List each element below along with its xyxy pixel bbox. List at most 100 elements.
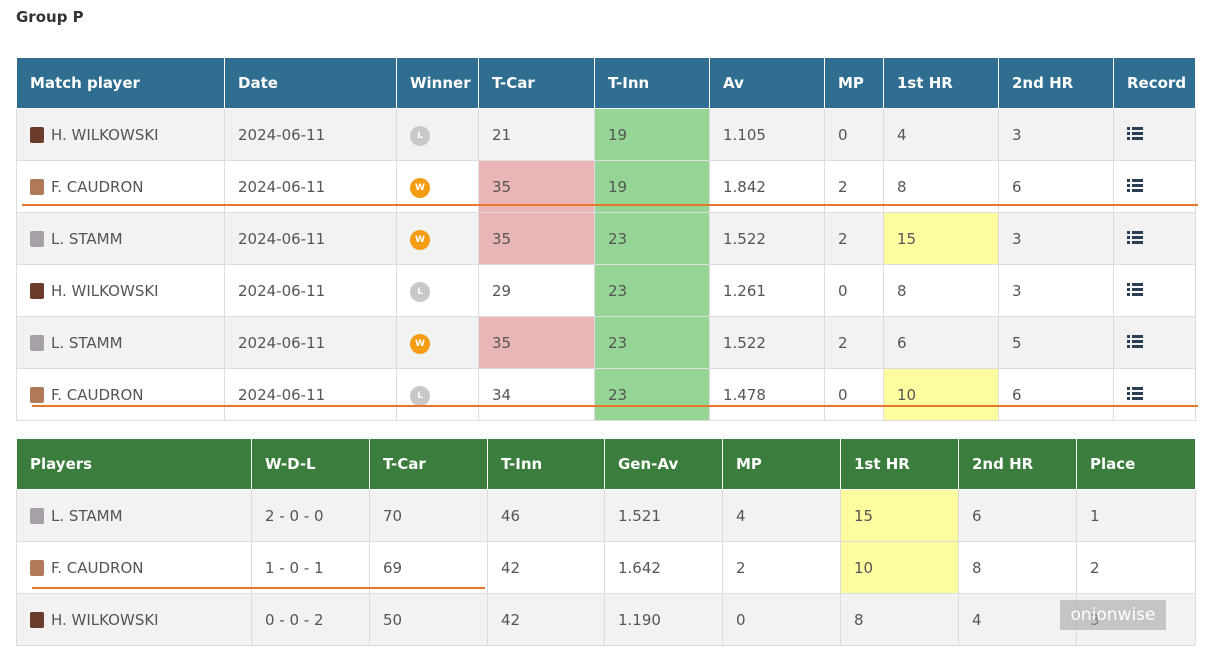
column-header: Av bbox=[709, 57, 825, 109]
winner-badge: L bbox=[410, 281, 430, 302]
cell: 50 bbox=[369, 593, 488, 646]
list-icon bbox=[1127, 386, 1143, 400]
cell: 5 bbox=[998, 316, 1114, 369]
cell: 2 bbox=[824, 316, 884, 369]
player-avatar bbox=[30, 611, 44, 628]
group-title: Group P bbox=[16, 8, 84, 26]
cell: 3 bbox=[998, 212, 1114, 265]
column-header: Players bbox=[16, 438, 252, 490]
player-name: L. STAMM bbox=[51, 333, 123, 352]
column-header: Winner bbox=[396, 57, 479, 109]
cell: 2 bbox=[1076, 541, 1196, 594]
cell: W bbox=[396, 212, 479, 265]
cell: 19 bbox=[594, 108, 710, 161]
list-icon bbox=[1127, 126, 1143, 140]
record-cell bbox=[1113, 108, 1196, 161]
cell: 1 - 0 - 1 bbox=[251, 541, 370, 594]
column-header: T-Car bbox=[369, 438, 488, 490]
cell: 42 bbox=[487, 541, 605, 594]
cell: 35 bbox=[478, 212, 595, 265]
cell: 35 bbox=[478, 316, 595, 369]
column-header: Place bbox=[1076, 438, 1196, 490]
record-button[interactable] bbox=[1127, 230, 1143, 248]
cell: 2024-06-11 bbox=[224, 212, 397, 265]
cell: 19 bbox=[594, 160, 710, 213]
cell: 6 bbox=[883, 316, 999, 369]
row: L. STAMM 2024-06-11 W 35 23 1.522 2 15 3 bbox=[16, 212, 1196, 265]
winner-badge: W bbox=[410, 333, 430, 354]
record-button[interactable] bbox=[1127, 178, 1143, 196]
cell: 15 bbox=[840, 489, 959, 542]
cell: 6 bbox=[958, 489, 1077, 542]
column-header: W-D-L bbox=[251, 438, 370, 490]
column-header: 1st HR bbox=[840, 438, 959, 490]
cell: W bbox=[396, 316, 479, 369]
column-header: 1st HR bbox=[883, 57, 999, 109]
cell: 23 bbox=[594, 212, 710, 265]
cell: 2 - 0 - 0 bbox=[251, 489, 370, 542]
annotation-line bbox=[22, 204, 1198, 206]
cell: 1 bbox=[1076, 489, 1196, 542]
cell: 42 bbox=[487, 593, 605, 646]
winner-badge: W bbox=[410, 177, 430, 198]
cell: 1.190 bbox=[604, 593, 723, 646]
annotation-line bbox=[32, 405, 1198, 407]
player-avatar bbox=[30, 282, 44, 299]
player-avatar bbox=[30, 178, 44, 195]
cell: 8 bbox=[958, 541, 1077, 594]
cell: 23 bbox=[594, 316, 710, 369]
cell: 69 bbox=[369, 541, 488, 594]
cell: F. CAUDRON bbox=[16, 368, 225, 421]
cell: 2024-06-11 bbox=[224, 108, 397, 161]
row: H. WILKOWSKI 2024-06-11 L 29 23 1.261 0 8 3 bbox=[16, 264, 1196, 317]
column-header: T-Inn bbox=[594, 57, 710, 109]
row: F. CAUDRON 2024-06-11 L 34 23 1.478 0 10 6 bbox=[16, 368, 1196, 421]
winner-badge: L bbox=[410, 385, 430, 406]
cell: 3 bbox=[998, 264, 1114, 317]
cell: 2024-06-11 bbox=[224, 368, 397, 421]
watermark: onionwise bbox=[1060, 600, 1166, 630]
record-button[interactable] bbox=[1127, 282, 1143, 300]
player-avatar bbox=[30, 230, 44, 247]
column-header: MP bbox=[824, 57, 884, 109]
winner-badge: W bbox=[410, 229, 430, 250]
cell: F. CAUDRON bbox=[16, 541, 252, 594]
standings-table: Players W-D-L T-Car T-Inn Gen-Av MP 1st HR 2nd … bbox=[16, 438, 1196, 646]
cell: 1.642 bbox=[604, 541, 723, 594]
cell: L bbox=[396, 368, 479, 421]
cell: 3 bbox=[998, 108, 1114, 161]
record-button[interactable] bbox=[1127, 126, 1143, 144]
cell: L. STAMM bbox=[16, 489, 252, 542]
record-cell bbox=[1113, 368, 1196, 421]
cell: 2 bbox=[824, 212, 884, 265]
player-name: H. WILKOWSKI bbox=[51, 125, 159, 144]
player-name: F. CAUDRON bbox=[51, 177, 144, 196]
cell: 23 bbox=[594, 264, 710, 317]
record-button[interactable] bbox=[1127, 334, 1143, 352]
cell: 1.522 bbox=[709, 316, 825, 369]
cell: 10 bbox=[883, 368, 999, 421]
cell: L. STAMM bbox=[16, 316, 225, 369]
record-button[interactable] bbox=[1127, 386, 1143, 404]
record-cell bbox=[1113, 316, 1196, 369]
list-icon bbox=[1127, 230, 1143, 244]
list-icon bbox=[1127, 334, 1143, 348]
cell: 10 bbox=[840, 541, 959, 594]
cell: 4 bbox=[883, 108, 999, 161]
cell: 6 bbox=[998, 368, 1114, 421]
cell: 0 bbox=[824, 108, 884, 161]
annotation-line bbox=[32, 587, 485, 589]
list-icon bbox=[1127, 282, 1143, 296]
row: L. STAMM 2024-06-11 W 35 23 1.522 2 6 5 bbox=[16, 316, 1196, 369]
cell: 70 bbox=[369, 489, 488, 542]
player-avatar bbox=[30, 334, 44, 351]
cell: 23 bbox=[594, 368, 710, 421]
cell: H. WILKOWSKI bbox=[16, 108, 225, 161]
cell: 4 bbox=[958, 593, 1077, 646]
row: H. WILKOWSKI 2024-06-11 L 21 19 1.105 0 4 3 bbox=[16, 108, 1196, 161]
column-header: 2nd HR bbox=[958, 438, 1077, 490]
column-header: T-Car bbox=[478, 57, 595, 109]
cell: 0 bbox=[824, 264, 884, 317]
